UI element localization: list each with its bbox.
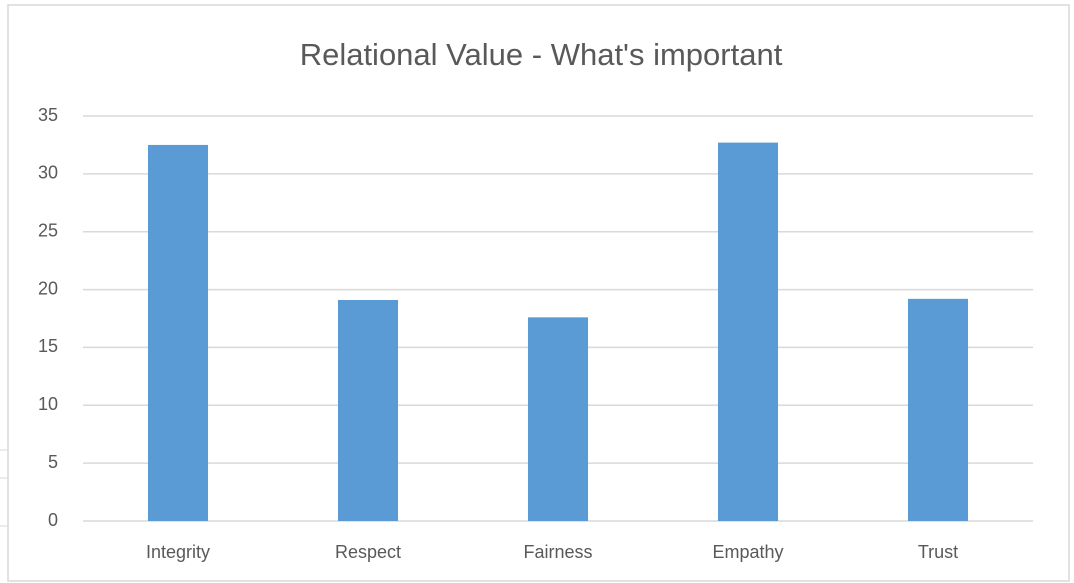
x-tick-label: Respect — [335, 542, 401, 562]
bar — [907, 298, 969, 521]
bar — [147, 144, 209, 521]
bar — [527, 317, 589, 521]
y-tick-label: 35 — [38, 105, 58, 125]
y-tick-label: 25 — [38, 220, 58, 240]
chart-title: Relational Value - What's important — [300, 37, 783, 72]
y-tick-label: 30 — [38, 163, 58, 183]
y-tick-label: 10 — [38, 394, 58, 414]
y-tick-label: 5 — [48, 452, 58, 472]
x-tick-label: Empathy — [712, 542, 783, 562]
y-tick-label: 15 — [38, 336, 58, 356]
y-tick-label: 0 — [48, 510, 58, 530]
x-tick-label: Trust — [918, 542, 958, 562]
x-tick-label: Integrity — [146, 542, 210, 562]
bar — [717, 142, 779, 521]
bar — [337, 299, 399, 521]
x-tick-label: Fairness — [523, 542, 592, 562]
y-tick-label: 20 — [38, 278, 58, 298]
